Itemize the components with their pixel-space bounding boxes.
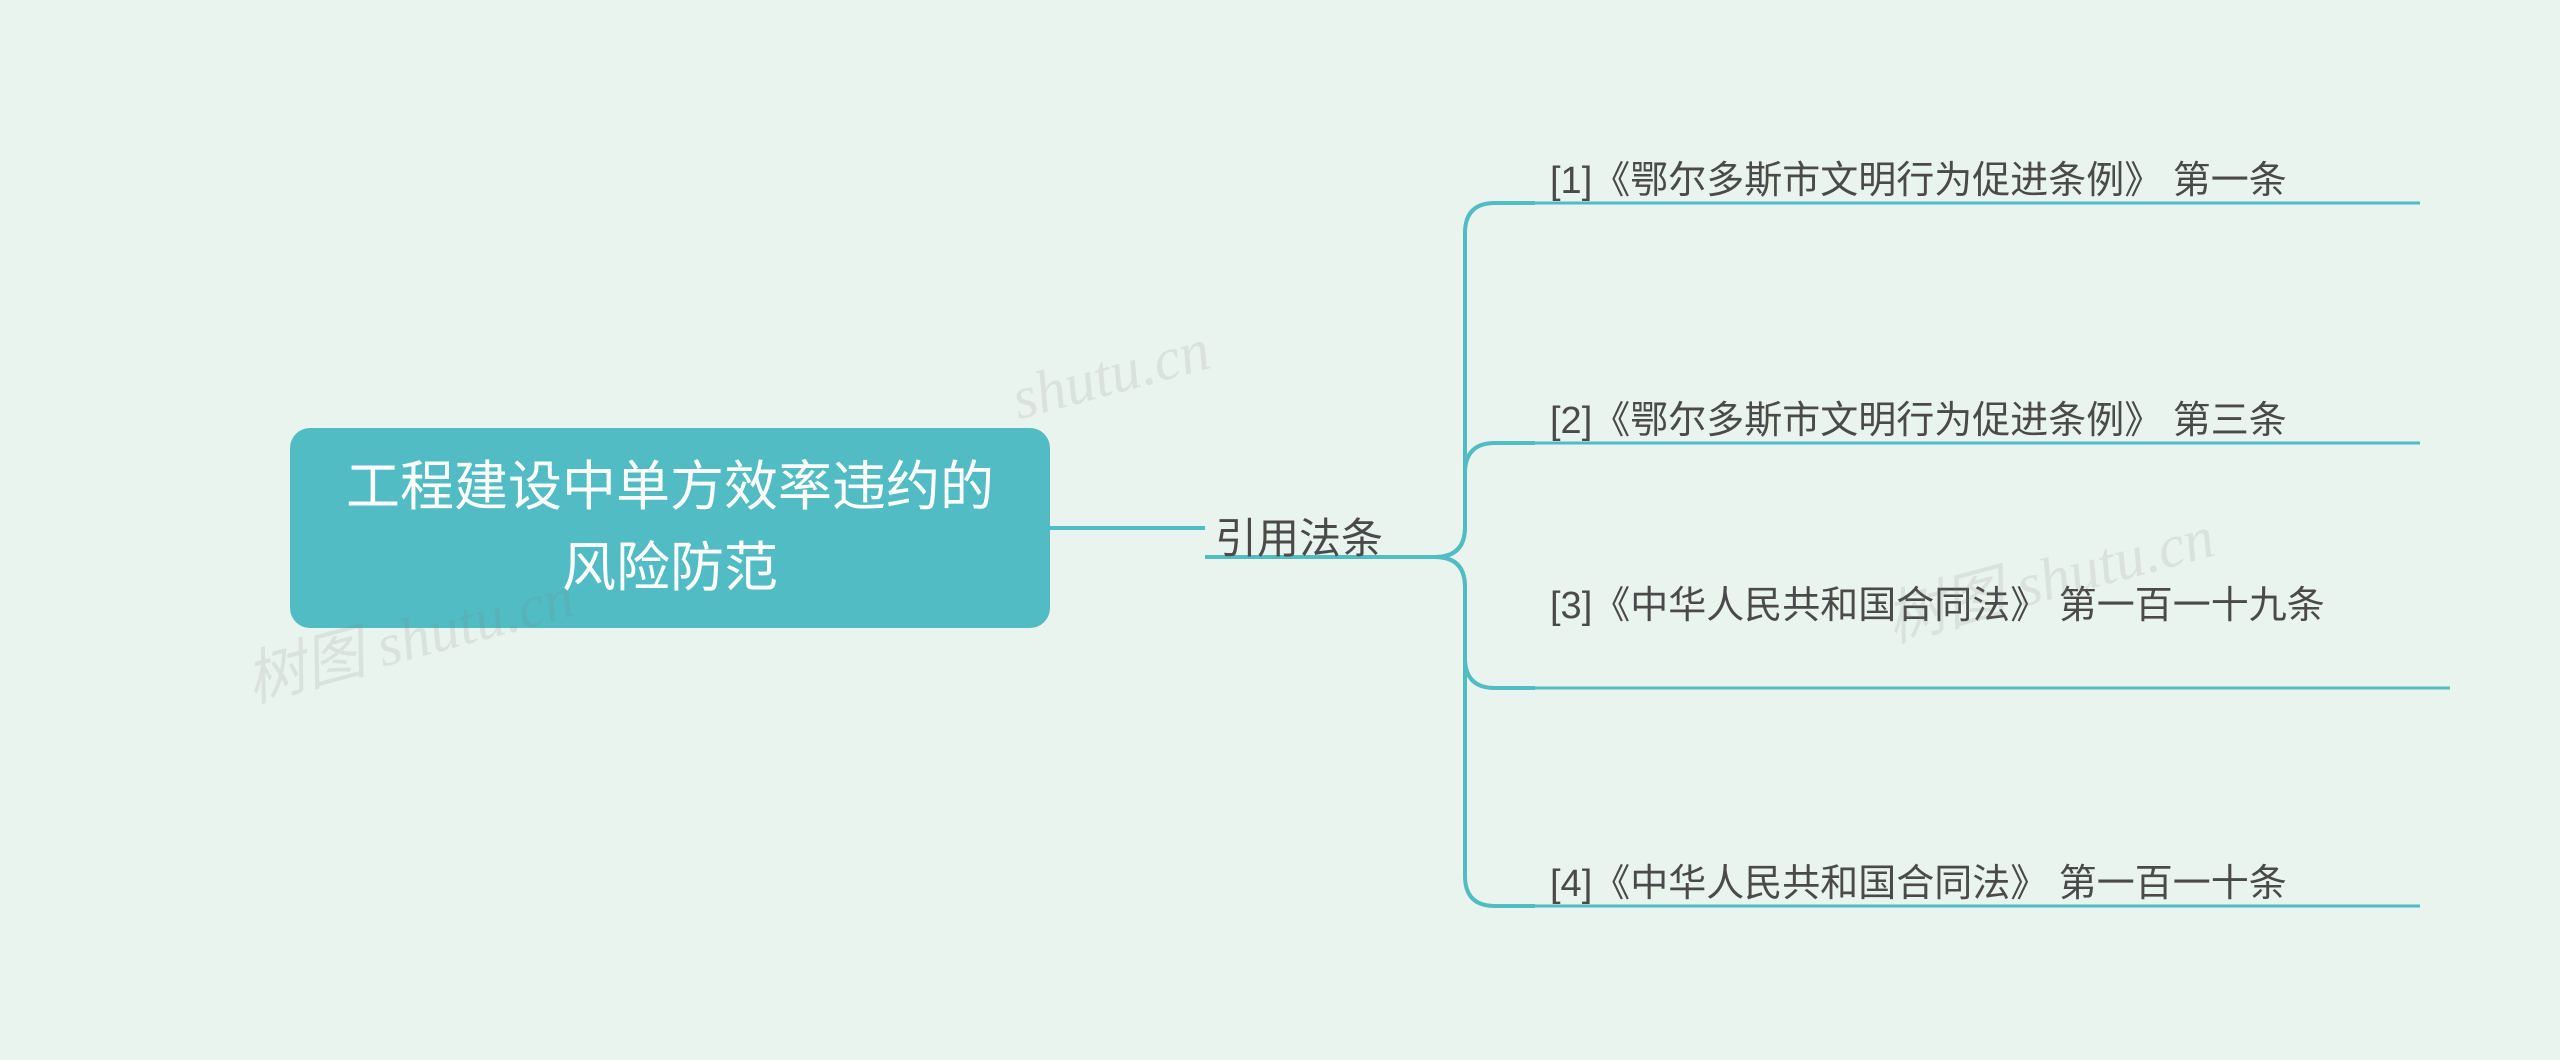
branch-node[interactable]: 引用法条 [1215,505,1383,566]
leaf-node-0[interactable]: [1]《鄂尔多斯市文明行为促进条例》 第一条 [1550,155,2287,208]
leaf-node-3[interactable]: [4]《中华人民共和国合同法》 第一百一十条 [1550,858,2287,911]
branch-text: 引用法条 [1215,515,1383,562]
root-node[interactable]: 工程建设中单方效率违约的风险防范 [290,428,1050,628]
leaf-node-2[interactable]: [3]《中华人民共和国合同法》 第一百一十九条 [1550,580,2325,633]
leaf-text-1: [2]《鄂尔多斯市文明行为促进条例》 第三条 [1550,400,2287,442]
leaf-node-1[interactable]: [2]《鄂尔多斯市文明行为促进条例》 第三条 [1550,395,2287,448]
watermark: shutu.cn [1005,315,1218,434]
leaf-text-3: [4]《中华人民共和国合同法》 第一百一十条 [1550,863,2287,905]
watermark: 树图 shutu.cn [1874,488,2222,659]
leaf-text-2: [3]《中华人民共和国合同法》 第一百一十九条 [1550,585,2325,627]
root-text: 工程建设中单方效率违约的风险防范 [330,447,1010,609]
leaf-text-0: [1]《鄂尔多斯市文明行为促进条例》 第一条 [1550,160,2287,202]
